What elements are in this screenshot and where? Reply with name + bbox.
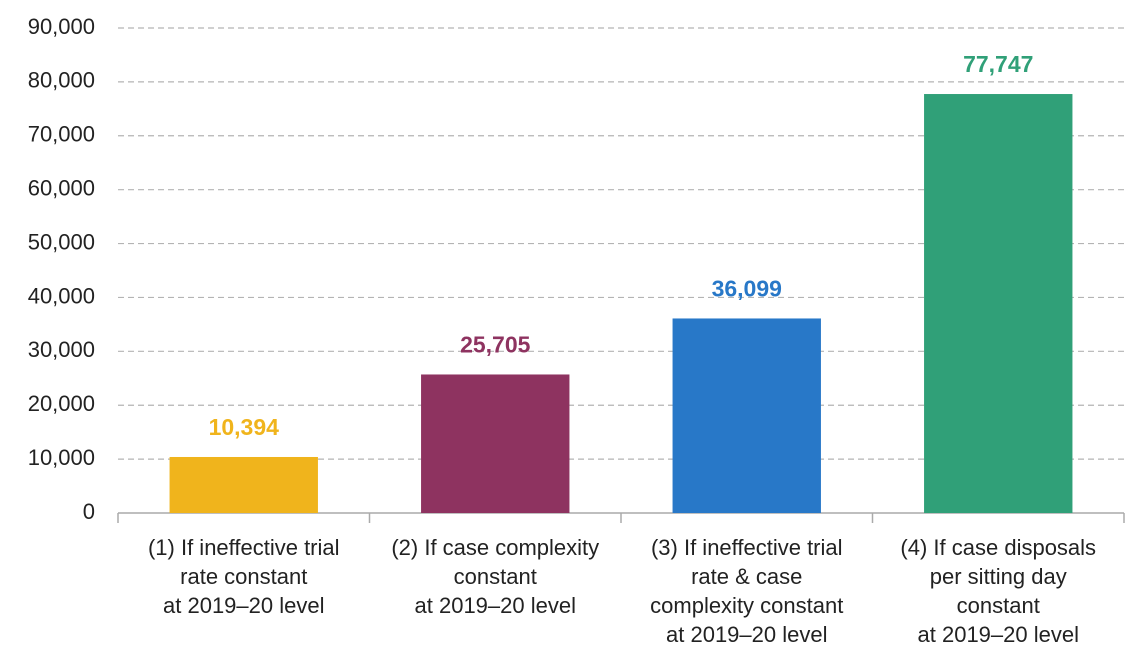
y-tick-label: 30,000 xyxy=(28,337,95,362)
y-tick-label: 10,000 xyxy=(28,445,95,470)
bar xyxy=(672,318,821,513)
value-label: 10,394 xyxy=(209,414,280,440)
y-tick-label: 50,000 xyxy=(28,229,95,254)
x-tick-label: (1) If ineffective trial xyxy=(148,535,340,560)
x-tick-label: (2) If case complexity xyxy=(391,535,599,560)
x-tick-label: complexity constant xyxy=(650,593,843,618)
value-label: 25,705 xyxy=(460,332,531,358)
x-tick-label: rate & case xyxy=(691,564,802,589)
x-tick-label: (3) If ineffective trial xyxy=(651,535,843,560)
x-tick-label: constant xyxy=(957,593,1040,618)
x-tick-label: at 2019–20 level xyxy=(415,593,576,618)
x-tick-label: (4) If case disposals xyxy=(900,535,1096,560)
y-tick-label: 70,000 xyxy=(28,122,95,147)
y-tick-label: 90,000 xyxy=(28,14,95,39)
y-tick-label: 80,000 xyxy=(28,68,95,93)
bar xyxy=(924,94,1073,513)
bar xyxy=(421,374,570,513)
y-tick-label: 40,000 xyxy=(28,283,95,308)
bar xyxy=(169,456,318,513)
x-tick-label: constant xyxy=(454,564,537,589)
x-tick-label: at 2019–20 level xyxy=(918,622,1079,647)
y-tick-label: 0 xyxy=(83,499,95,524)
y-tick-label: 60,000 xyxy=(28,175,95,200)
x-tick-label: per sitting day xyxy=(930,564,1067,589)
x-tick-label: rate constant xyxy=(180,564,307,589)
x-tick-label: at 2019–20 level xyxy=(163,593,324,618)
value-label: 77,747 xyxy=(963,51,1033,77)
x-tick-label: at 2019–20 level xyxy=(666,622,827,647)
y-tick-label: 20,000 xyxy=(28,391,95,416)
value-label: 36,099 xyxy=(712,276,782,302)
